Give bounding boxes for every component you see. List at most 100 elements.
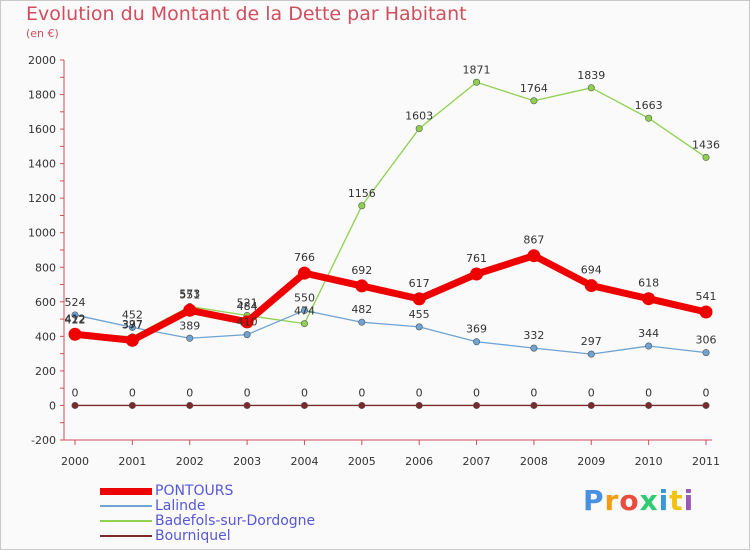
data-point bbox=[128, 323, 136, 331]
data-label: 397 bbox=[122, 318, 143, 331]
data-point bbox=[587, 401, 595, 409]
data-label: 550 bbox=[294, 291, 315, 304]
chart-axes: -200020040060080010001200140016001800200… bbox=[28, 54, 720, 468]
data-label: 0 bbox=[358, 386, 365, 399]
data-label: 297 bbox=[581, 335, 602, 348]
data-point bbox=[587, 84, 595, 92]
data-point bbox=[300, 306, 308, 314]
data-point bbox=[527, 249, 541, 263]
data-label: 0 bbox=[473, 386, 480, 399]
data-point bbox=[243, 331, 251, 339]
series-line-lalinde bbox=[74, 309, 707, 355]
series-line-badefols-sur-dordogne bbox=[74, 81, 707, 338]
data-label: 332 bbox=[523, 329, 544, 342]
data-point bbox=[71, 311, 79, 319]
data-label: 761 bbox=[466, 252, 487, 265]
data-point bbox=[587, 350, 595, 358]
data-point bbox=[702, 153, 710, 161]
data-label: 0 bbox=[301, 386, 308, 399]
data-label: 452 bbox=[122, 308, 143, 321]
data-point bbox=[300, 401, 308, 409]
y-tick-label: -200 bbox=[31, 434, 56, 447]
data-label: 692 bbox=[351, 264, 372, 277]
legend-swatch bbox=[100, 488, 152, 495]
data-point bbox=[702, 349, 710, 357]
data-point bbox=[71, 401, 79, 409]
data-label: 482 bbox=[351, 303, 372, 316]
data-label: 389 bbox=[179, 319, 200, 332]
y-tick-label: 0 bbox=[49, 399, 56, 412]
data-point bbox=[186, 401, 194, 409]
data-label: 1156 bbox=[348, 187, 376, 200]
data-point bbox=[183, 303, 197, 317]
x-tick-label: 2009 bbox=[577, 455, 605, 468]
data-label: 694 bbox=[581, 264, 602, 277]
data-label: 1603 bbox=[405, 110, 433, 123]
data-label: 0 bbox=[530, 386, 537, 399]
data-label: 0 bbox=[244, 386, 251, 399]
data-label: 573 bbox=[179, 287, 200, 300]
data-label: 474 bbox=[294, 305, 315, 318]
y-tick-label: 1000 bbox=[28, 227, 56, 240]
data-point bbox=[530, 344, 538, 352]
data-label: 412 bbox=[65, 312, 86, 325]
data-label: 484 bbox=[237, 300, 258, 313]
data-point bbox=[358, 202, 366, 210]
data-point bbox=[473, 401, 481, 409]
data-label: 521 bbox=[237, 296, 258, 309]
x-tick-label: 2001 bbox=[118, 455, 146, 468]
data-point bbox=[473, 78, 481, 86]
y-tick-label: 200 bbox=[35, 365, 56, 378]
data-point bbox=[415, 125, 423, 133]
x-tick-label: 2007 bbox=[463, 455, 491, 468]
data-label: 0 bbox=[186, 386, 193, 399]
legend-label: Lalinde bbox=[155, 498, 206, 514]
legend-label: PONTOURS bbox=[155, 483, 234, 499]
data-point bbox=[584, 279, 598, 293]
x-tick-label: 2006 bbox=[405, 455, 433, 468]
series-line-pontours bbox=[71, 252, 710, 344]
data-point bbox=[415, 401, 423, 409]
data-point bbox=[473, 338, 481, 346]
data-point bbox=[699, 305, 713, 319]
data-point bbox=[412, 292, 426, 306]
y-tick-label: 800 bbox=[35, 261, 56, 274]
y-tick-label: 400 bbox=[35, 330, 56, 343]
y-tick-label: 1800 bbox=[28, 89, 56, 102]
legend-label: Badefols-sur-Dordogne bbox=[155, 513, 316, 529]
data-label: 0 bbox=[72, 386, 79, 399]
y-tick-label: 600 bbox=[35, 296, 56, 309]
data-point bbox=[128, 401, 136, 409]
x-tick-label: 2003 bbox=[233, 455, 261, 468]
data-label: 0 bbox=[416, 386, 423, 399]
x-tick-label: 2005 bbox=[348, 455, 376, 468]
data-label: 617 bbox=[409, 277, 430, 290]
data-point bbox=[358, 318, 366, 326]
legend-swatch bbox=[100, 505, 152, 507]
data-point bbox=[297, 266, 311, 280]
data-point bbox=[240, 315, 254, 329]
data-point bbox=[530, 97, 538, 105]
data-label: 867 bbox=[523, 234, 544, 247]
data-label: 422 bbox=[65, 314, 86, 327]
y-tick-label: 1200 bbox=[28, 192, 56, 205]
data-label: 1663 bbox=[635, 99, 663, 112]
data-point bbox=[125, 333, 139, 347]
data-point bbox=[642, 292, 656, 306]
data-label: 455 bbox=[409, 308, 430, 321]
data-point bbox=[358, 401, 366, 409]
data-label: 1764 bbox=[520, 82, 548, 95]
data-point bbox=[300, 320, 308, 328]
data-label: 551 bbox=[179, 288, 200, 301]
x-tick-label: 2011 bbox=[692, 455, 720, 468]
legend-label: Bourniquel bbox=[155, 528, 231, 544]
chart-series bbox=[68, 78, 713, 409]
x-tick-label: 2004 bbox=[290, 455, 318, 468]
legend-swatch bbox=[100, 535, 152, 537]
data-point bbox=[186, 334, 194, 342]
data-label: 0 bbox=[129, 386, 136, 399]
data-point bbox=[243, 401, 251, 409]
data-label: 766 bbox=[294, 251, 315, 264]
